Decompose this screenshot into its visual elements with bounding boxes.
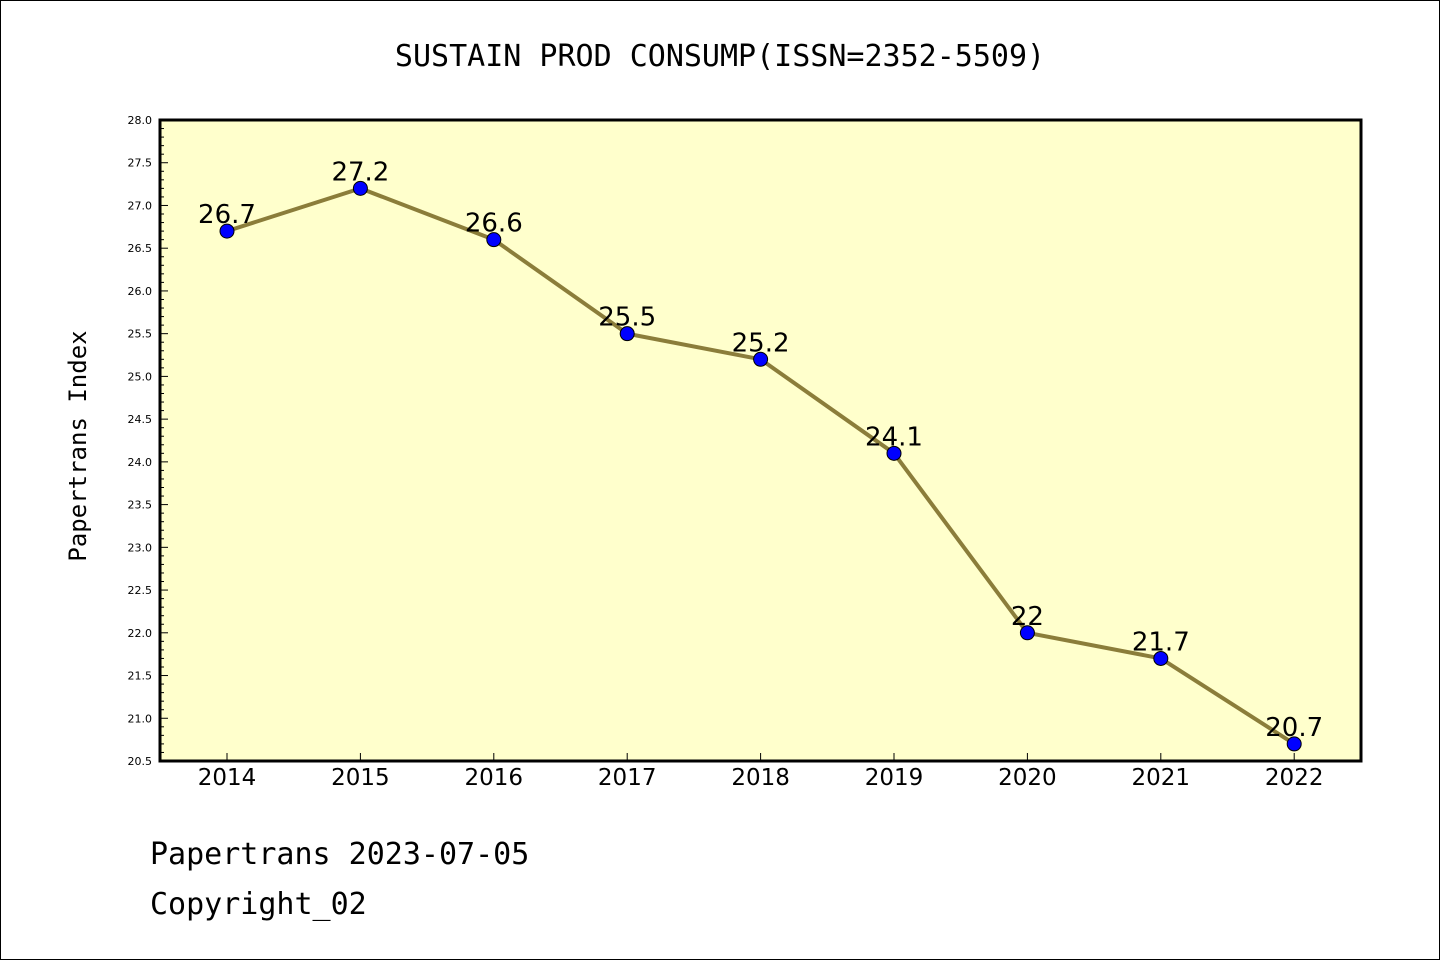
- footer-date: Papertrans 2023-07-05: [150, 837, 529, 872]
- y-tick-label: 28.0: [128, 114, 153, 127]
- x-tick-label: 2019: [865, 765, 924, 791]
- y-tick-label: 26.0: [128, 285, 153, 298]
- x-tick-label: 2018: [731, 765, 790, 791]
- y-tick-label: 22.0: [128, 627, 153, 640]
- plot-border: [158, 118, 1363, 763]
- chart-title: SUSTAIN PROD CONSUMP(ISSN=2352-5509): [395, 39, 1045, 74]
- data-point: [619, 326, 635, 342]
- y-tick-label: 21.5: [128, 670, 153, 683]
- y-axis-label: Papertrans Index: [64, 330, 92, 561]
- y-tick-label: 20.5: [128, 755, 153, 768]
- x-tick-label: 2017: [598, 765, 657, 791]
- x-tick-label: 2014: [198, 765, 257, 791]
- y-tick-label: 21.0: [128, 712, 153, 725]
- data-label: 24.1: [865, 422, 923, 452]
- data-point: [486, 232, 502, 248]
- data-point-markers: [219, 180, 1302, 752]
- x-tick-label: 2021: [1132, 765, 1191, 791]
- data-point: [753, 351, 769, 367]
- y-tick-label: 24.5: [128, 413, 153, 426]
- x-tick-label: 2016: [465, 765, 524, 791]
- data-point: [352, 180, 368, 196]
- data-label: 26.7: [198, 200, 256, 230]
- y-tick-label: 27.0: [128, 199, 153, 212]
- y-tick-label: 23.5: [128, 499, 153, 512]
- data-point: [219, 223, 235, 239]
- y-tick-label: 23.0: [128, 541, 153, 554]
- data-point: [1286, 736, 1302, 752]
- y-axis-ticks: 20.5 21.0 21.5 22.0 22.5 23.0 23.5 24.0 24.5 25.0…: [128, 114, 168, 768]
- x-tick-label: 2022: [1265, 765, 1324, 791]
- data-label: 27.2: [331, 157, 389, 187]
- data-labels: 26.7 27.2 26.6 25.5 25.2 24.1 22 21.7 20.7: [198, 157, 1323, 743]
- data-point: [1153, 650, 1169, 666]
- x-axis-ticks: 2014 2015 2016 2017 2018 2019 2020 2021 2022: [198, 753, 1324, 791]
- data-label: 25.5: [598, 303, 656, 333]
- footer-copyright: Copyright_02: [150, 887, 367, 922]
- y-tick-label: 25.5: [128, 328, 153, 341]
- x-tick-label: 2015: [331, 765, 390, 791]
- plot-area: [160, 120, 1361, 761]
- data-label: 26.6: [465, 209, 523, 239]
- x-tick-label: 2020: [998, 765, 1057, 791]
- y-tick-label: 26.5: [128, 242, 153, 255]
- data-label: 21.7: [1132, 627, 1190, 657]
- y-tick-label: 27.5: [128, 157, 153, 170]
- y-tick-label: 22.5: [128, 584, 153, 597]
- y-tick-label: 24.0: [128, 456, 153, 469]
- data-point: [886, 445, 902, 461]
- data-label: 20.7: [1265, 713, 1323, 743]
- data-point: [1019, 625, 1035, 641]
- data-label: 22: [1011, 602, 1044, 632]
- y-tick-label: 25.0: [128, 370, 153, 383]
- data-label: 25.2: [732, 328, 790, 358]
